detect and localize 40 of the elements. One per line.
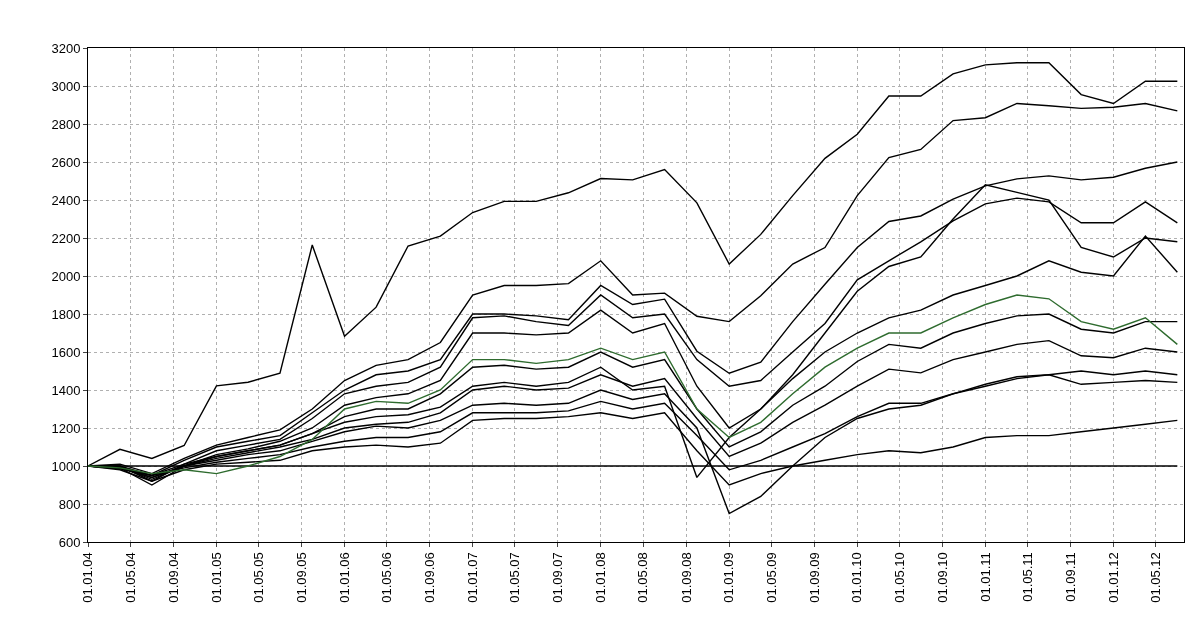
x-tick-label: 01.05.12: [1148, 552, 1164, 603]
x-tick-label: 01.05.08: [635, 552, 651, 603]
x-tick-label: 01.09.05: [293, 552, 309, 603]
x-tick-label: 01.05.10: [891, 552, 907, 603]
x-tick-label: 01.09.06: [422, 552, 438, 603]
x-tick-label: 01.01.04: [80, 552, 96, 603]
y-tick-label: 600: [58, 534, 81, 550]
y-tick-label: 1000: [51, 458, 81, 474]
x-tick-label: 01.05.07: [506, 552, 522, 603]
x-tick-label: 01.01.07: [464, 552, 480, 603]
x-tick-label: 01.09.09: [806, 552, 822, 603]
x-tick-label: 01.09.10: [934, 552, 950, 603]
y-tick-label: 2000: [51, 268, 81, 284]
x-tick-label: 01.01.12: [1105, 552, 1121, 603]
x-tick-label: 01.09.08: [678, 552, 694, 603]
y-tick-label: 1800: [51, 306, 81, 322]
x-tick-label: 01.05.04: [122, 552, 138, 603]
y-tick-label: 1200: [51, 420, 81, 436]
x-tick-label: 01.01.09: [721, 552, 737, 603]
x-tick-label: 01.01.10: [849, 552, 865, 603]
x-tick-label: 01.01.11: [977, 552, 993, 602]
x-tick-label: 01.09.04: [165, 552, 181, 603]
y-tick-label: 3000: [51, 78, 81, 94]
y-tick-label: 2200: [51, 230, 81, 246]
x-tick-label: 01.01.05: [208, 552, 224, 603]
y-tick-label: 2400: [51, 192, 81, 208]
x-tick-label: 01.09.11: [1062, 552, 1078, 602]
y-tick-label: 3200: [51, 40, 81, 56]
x-tick-label: 01.05.11: [1019, 552, 1035, 602]
y-tick-label: 800: [58, 496, 81, 512]
x-tick-label: 01.05.06: [378, 552, 394, 603]
x-tick-label: 01.05.05: [250, 552, 266, 603]
x-tick-label: 01.05.09: [763, 552, 779, 603]
x-tick-label: 01.01.06: [336, 552, 352, 603]
y-tick-label: 1600: [51, 344, 81, 360]
x-tick-label: 01.01.08: [592, 552, 608, 603]
y-tick-label: 1400: [51, 382, 81, 398]
y-tick-label: 2800: [51, 116, 81, 132]
y-tick-label: 2600: [51, 154, 81, 170]
x-tick-label: 01.09.07: [550, 552, 566, 603]
